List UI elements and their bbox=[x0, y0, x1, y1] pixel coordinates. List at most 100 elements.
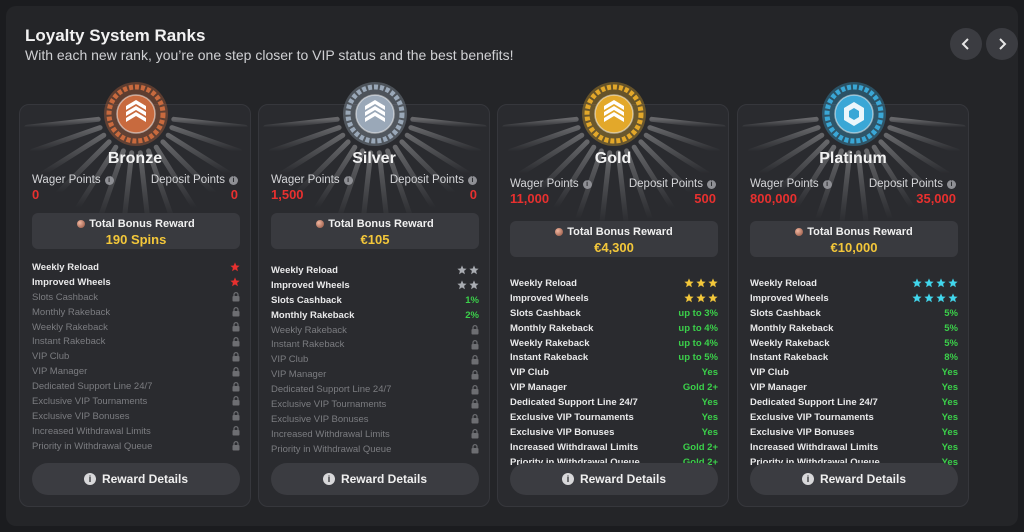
benefit-value bbox=[232, 292, 240, 302]
benefit-row: Priority in Withdrawal Queue Gold 2+ bbox=[510, 455, 718, 470]
benefit-label: Weekly Rakeback bbox=[510, 337, 590, 349]
benefit-row: Priority in Withdrawal Queue bbox=[32, 439, 240, 454]
benefit-value: 5% bbox=[944, 322, 958, 334]
benefit-value: Yes bbox=[701, 397, 718, 409]
benefit-row: VIP Club bbox=[32, 349, 240, 364]
reward-details-button[interactable]: i Reward Details bbox=[510, 463, 718, 495]
page-title: Loyalty System Ranks bbox=[25, 26, 206, 45]
benefit-value: Yes bbox=[941, 441, 958, 453]
benefit-row: Slots Cashback 1% bbox=[271, 293, 479, 308]
benefit-row: Monthly Rakeback 5% bbox=[750, 321, 958, 336]
info-icon: i bbox=[561, 473, 574, 485]
deposit-points-label: Deposit Points i bbox=[390, 174, 477, 186]
star-icon bbox=[948, 278, 958, 288]
benefit-value bbox=[912, 278, 958, 288]
benefit-label: Exclusive VIP Bonuses bbox=[32, 410, 130, 422]
benefit-value: Yes bbox=[701, 411, 718, 423]
lock-icon bbox=[232, 381, 240, 392]
benefit-label: Dedicated Support Line 24/7 bbox=[32, 381, 153, 393]
info-icon[interactable]: i bbox=[582, 179, 592, 189]
benefit-label: Exclusive VIP Tournaments bbox=[271, 398, 387, 410]
benefits-list: Weekly Reload Improved Wheels Slots Cashba… bbox=[510, 276, 718, 470]
gold-badge-icon bbox=[582, 82, 646, 146]
benefit-row: Monthly Rakeback bbox=[32, 305, 240, 320]
reward-details-button[interactable]: i Reward Details bbox=[750, 463, 958, 495]
benefit-row: Weekly Reload bbox=[32, 260, 240, 275]
info-icon[interactable]: i bbox=[104, 175, 114, 185]
lock-icon bbox=[232, 322, 240, 332]
benefit-label: Weekly Rakeback bbox=[32, 321, 108, 333]
benefit-label: VIP Manager bbox=[32, 366, 88, 378]
info-icon[interactable]: i bbox=[343, 175, 353, 185]
benefits-list: Weekly Reload Improved Wheels Slots Cashba… bbox=[750, 276, 958, 470]
star-icon bbox=[230, 262, 240, 272]
benefit-value bbox=[684, 278, 718, 288]
benefit-value bbox=[232, 351, 240, 362]
wager-points-value: 0 bbox=[32, 187, 40, 202]
info-icon[interactable]: i bbox=[707, 179, 716, 189]
lock-icon bbox=[232, 396, 240, 406]
lock-icon bbox=[471, 414, 479, 424]
info-icon[interactable]: i bbox=[947, 179, 956, 189]
benefit-value: up to 4% bbox=[678, 337, 718, 349]
benefit-value bbox=[471, 384, 479, 395]
lock-icon bbox=[471, 429, 479, 439]
wager-points-value: 800,000 bbox=[750, 191, 797, 206]
benefit-label: Exclusive VIP Tournaments bbox=[32, 395, 148, 407]
info-icon[interactable]: i bbox=[468, 175, 477, 185]
benefit-label: Improved Wheels bbox=[510, 292, 589, 304]
benefit-label: VIP Manager bbox=[750, 382, 807, 394]
benefit-label: Instant Rakeback bbox=[271, 339, 345, 351]
deposit-points-value: 35,000 bbox=[916, 191, 956, 206]
benefit-label: Increased Withdrawal Limits bbox=[510, 441, 639, 453]
benefit-value bbox=[471, 399, 479, 409]
platinum-badge-icon bbox=[822, 82, 886, 146]
info-icon[interactable]: i bbox=[822, 179, 832, 189]
benefit-value bbox=[232, 426, 240, 436]
benefit-value bbox=[232, 441, 240, 451]
benefit-value bbox=[912, 293, 958, 303]
benefit-row: VIP Manager Gold 2+ bbox=[510, 380, 718, 395]
benefit-row: Weekly Rakeback 5% bbox=[750, 336, 958, 351]
benefit-label: Improved Wheels bbox=[32, 276, 111, 288]
rank-name: Silver bbox=[352, 150, 396, 167]
benefit-label: VIP Club bbox=[750, 367, 789, 379]
benefit-row: Slots Cashback 5% bbox=[750, 306, 958, 321]
reward-details-button[interactable]: i Reward Details bbox=[271, 463, 479, 495]
rank-card-bronze: Bronze Wager Points i Deposit Points i 0 0 Tota… bbox=[19, 82, 251, 507]
reward-value: 190 Spins bbox=[105, 232, 167, 247]
benefit-label: Dedicated Support Line 24/7 bbox=[271, 384, 392, 396]
bronze-badge-icon bbox=[104, 82, 168, 146]
benefit-label: Weekly Reload bbox=[750, 277, 817, 289]
benefit-value bbox=[471, 354, 479, 365]
benefit-row: Monthly Rakeback 2% bbox=[271, 308, 479, 323]
benefit-row: Improved Wheels bbox=[510, 291, 718, 306]
reward-details-button[interactable]: i Reward Details bbox=[32, 463, 240, 495]
benefit-row: Dedicated Support Line 24/7 Yes bbox=[510, 395, 718, 410]
star-icon bbox=[924, 293, 934, 303]
lock-icon bbox=[471, 369, 479, 380]
info-icon[interactable]: i bbox=[229, 175, 238, 185]
benefit-value bbox=[471, 339, 479, 350]
total-bonus-reward: Total Bonus Reward 190 Spins bbox=[32, 213, 240, 249]
benefit-row: VIP Manager bbox=[32, 364, 240, 379]
prev-button[interactable] bbox=[950, 28, 982, 60]
lock-icon bbox=[232, 441, 240, 451]
deposit-points-value: 0 bbox=[469, 187, 477, 202]
reward-value: €105 bbox=[360, 232, 390, 247]
loyalty-panel: Loyalty System Ranks With each new rank,… bbox=[6, 6, 1018, 526]
next-button[interactable] bbox=[986, 28, 1018, 60]
benefit-label: Priority in Withdrawal Queue bbox=[271, 443, 392, 455]
benefit-row: VIP Manager Yes bbox=[750, 380, 958, 395]
coin-icon bbox=[77, 220, 86, 228]
benefit-value: 8% bbox=[944, 352, 958, 364]
benefit-label: Instant Rakeback bbox=[32, 336, 106, 348]
benefit-row: Weekly Reload bbox=[510, 276, 718, 291]
benefit-value: up to 5% bbox=[678, 352, 718, 364]
benefit-row: Improved Wheels bbox=[271, 278, 479, 293]
benefit-label: VIP Manager bbox=[510, 382, 567, 394]
coin-icon bbox=[316, 220, 325, 228]
wager-points-value: 11,000 bbox=[510, 191, 550, 206]
benefit-label: Instant Rakeback bbox=[750, 352, 829, 364]
lock-icon bbox=[471, 399, 479, 409]
